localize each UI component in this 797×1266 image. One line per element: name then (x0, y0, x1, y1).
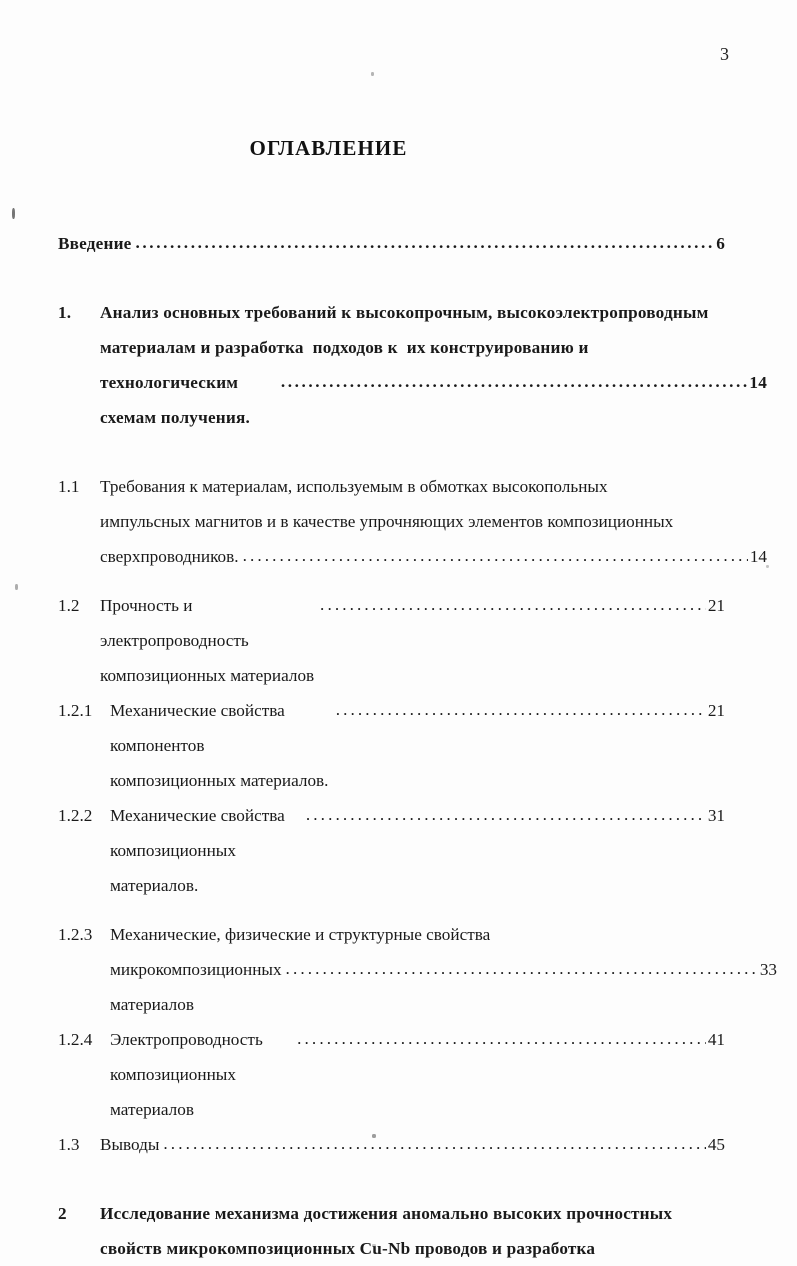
scan-speck-artifact (372, 1134, 376, 1138)
toc-entry-chapter-1[interactable]: 1. Анализ основных требований к высокопро… (0, 295, 797, 435)
toc-entry-page: 21 (707, 701, 725, 720)
toc-entry-label: Прочность и электропроводность композици… (100, 596, 315, 685)
toc-entry-number: 1.3 (58, 1135, 80, 1154)
dot-leader: ........................................… (305, 805, 706, 824)
scan-speck-artifact (15, 584, 18, 590)
table-of-contents: Введение................................… (0, 200, 797, 1266)
toc-entry-label: сверхпроводников. (100, 547, 239, 566)
dot-leader: ........................................… (163, 1134, 705, 1153)
toc-entry-introduction[interactable]: Введение................................… (0, 226, 797, 261)
toc-entry-section-1-2-3[interactable]: 1.2.3 Механические, физические и структур… (0, 917, 797, 1022)
toc-entry-label: технологическим схемам получения. (100, 373, 251, 427)
toc-entry-number: 1.2.2 (58, 806, 93, 825)
scan-speck-artifact (12, 208, 15, 219)
toc-entry-page: 33 (759, 960, 777, 979)
toc-entry-section-1-2-1[interactable]: 1.2.1 Механические свойства компонентов к… (0, 693, 797, 798)
dot-leader: ........................................… (320, 595, 706, 614)
toc-entry-page: 45 (707, 1135, 725, 1154)
toc-entry-number: 1.1 (58, 477, 80, 496)
toc-entry-chapter-2[interactable]: 2 Исследование механизма достижения анома… (0, 1196, 797, 1266)
toc-entry-number: 1. (58, 303, 72, 322)
toc-entry-label: свойств микрокомпозиционных Cu-Nb провод… (100, 1239, 596, 1258)
toc-entry-section-1-2-4[interactable]: 1.2.4 Электропроводность композиционных м… (0, 1022, 797, 1127)
toc-entry-number: 1.2.4 (58, 1030, 93, 1049)
toc-entry-label: Исследование механизма достижения аномал… (100, 1204, 673, 1223)
scan-speck-artifact (766, 565, 769, 568)
toc-entry-label: Механические свойства композиционных мат… (110, 806, 290, 895)
dot-leader: ........................................… (297, 1029, 706, 1048)
toc-entry-page: 14 (749, 373, 767, 392)
spacer (0, 903, 797, 917)
toc-entry-label: микрокомпозиционных материалов (110, 960, 286, 1014)
toc-entry-section-1-2[interactable]: 1.2 Прочность и электропроводность композ… (0, 588, 797, 693)
spacer (0, 574, 797, 588)
scan-speck-artifact (371, 72, 374, 76)
spacer (0, 1162, 797, 1196)
toc-entry-number: 2 (58, 1204, 67, 1223)
dot-leader: ........................................… (285, 959, 758, 978)
toc-entry-label: Требования к материалам, используемым в … (100, 477, 608, 496)
toc-entry-section-1-3[interactable]: 1.3 Выводы...............................… (0, 1127, 797, 1162)
toc-entry-label: Механические, физические и структурные с… (110, 925, 491, 944)
toc-entry-label: Введение (58, 234, 132, 253)
toc-entry-section-1-2-2[interactable]: 1.2.2 Механические свойства композиционны… (0, 798, 797, 903)
toc-entry-page: 21 (707, 596, 725, 615)
dot-leader: ........................................… (335, 700, 706, 719)
spacer (0, 435, 797, 469)
toc-entry-page: 41 (707, 1030, 725, 1049)
toc-entry-number: 1.2.3 (58, 925, 93, 944)
toc-entry-label: импульсных магнитов и в качестве упрочня… (100, 512, 674, 531)
spacer (0, 261, 797, 295)
page-number: 3 (720, 44, 729, 64)
toc-entry-page: 31 (707, 806, 725, 825)
page-title: ОГЛАВЛЕНИЕ (249, 136, 408, 160)
toc-entry-label: Механические свойства компонентов композ… (110, 701, 329, 790)
dot-leader: ........................................… (280, 372, 748, 391)
toc-entry-label: Электропроводность композиционных матери… (110, 1030, 268, 1119)
toc-entry-page: 14 (749, 547, 767, 566)
spacer (0, 200, 797, 226)
toc-entry-label: Выводы (100, 1135, 160, 1154)
dot-leader: ........................................… (242, 546, 748, 565)
toc-entry-section-1-1[interactable]: 1.1 Требования к материалам, используемым… (0, 469, 797, 574)
scan-speck-artifact (372, 1244, 376, 1247)
dot-leader: ........................................… (135, 233, 715, 252)
toc-entry-number: 1.2 (58, 596, 80, 615)
toc-entry-number: 1.2.1 (58, 701, 93, 720)
toc-entry-label: Анализ основных требований к высокопрочн… (100, 303, 709, 322)
toc-entry-label: материалам и разработка подходов к их ко… (100, 338, 589, 357)
toc-entry-page: 6 (716, 234, 725, 253)
